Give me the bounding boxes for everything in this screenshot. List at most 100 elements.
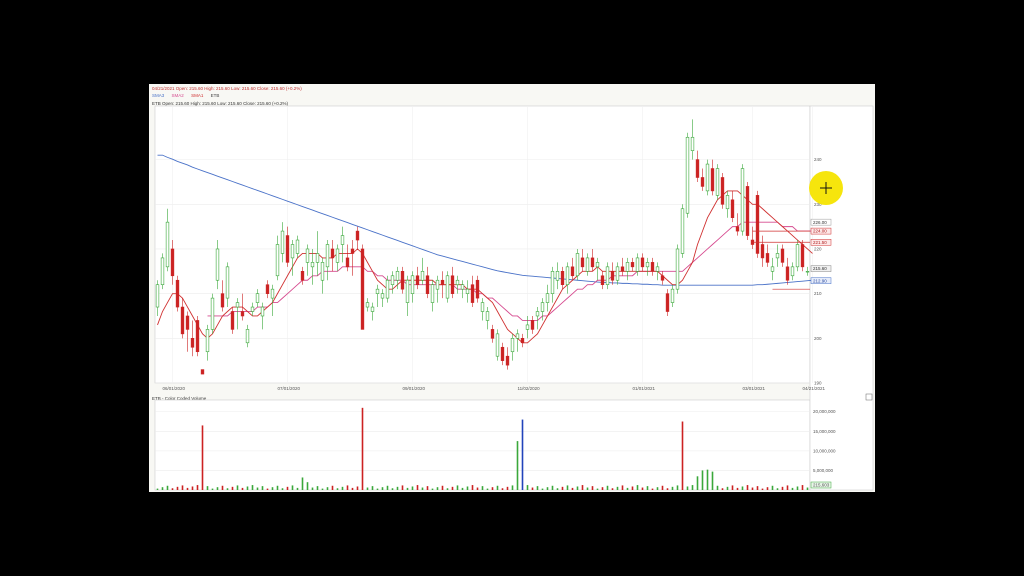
- volume-bar: [161, 487, 164, 490]
- candle-up: [535, 307, 540, 330]
- volume-bar: [221, 485, 224, 490]
- candle-body: [360, 248, 365, 330]
- candle-down: [200, 369, 205, 375]
- volume-bar: [266, 488, 269, 490]
- date-tick-label: 07/01/2020: [278, 386, 301, 391]
- candle-body: [330, 248, 335, 259]
- volume-bar: [491, 487, 494, 490]
- candle-down: [345, 244, 350, 272]
- volume-tick-label: 10,000,000: [813, 448, 836, 453]
- candle-up: [435, 275, 440, 303]
- candle-body: [690, 136, 695, 151]
- legend-sma2: SMA2: [171, 93, 184, 98]
- candle-down: [730, 190, 735, 223]
- candle-up: [805, 266, 810, 276]
- volume-bar: [666, 488, 669, 490]
- candle-down: [570, 257, 575, 281]
- candle-body: [570, 266, 575, 277]
- price-tag-box: [810, 265, 832, 272]
- candle-up: [525, 315, 530, 339]
- volume-bar: [636, 485, 639, 490]
- volume-bar: [451, 486, 454, 490]
- candle-body: [720, 177, 725, 205]
- volume-bar: [356, 486, 359, 490]
- candle-up: [775, 244, 780, 267]
- candle-body: [340, 235, 345, 245]
- volume-bar: [806, 487, 809, 490]
- volume-bar: [416, 485, 419, 490]
- volume-bar: [486, 488, 489, 490]
- candle-up: [430, 280, 435, 312]
- candle-body: [635, 257, 640, 272]
- volume-bar: [516, 441, 519, 490]
- volume-bar: [426, 486, 429, 490]
- date-tick-label: 04/21/2021: [803, 386, 826, 391]
- candle-down: [665, 289, 670, 316]
- candle-up: [215, 240, 220, 290]
- volume-bar: [721, 488, 724, 490]
- candle-up: [685, 132, 690, 218]
- volume-bar: [661, 485, 664, 490]
- volume-bar: [626, 487, 629, 490]
- candle-down: [190, 320, 195, 357]
- candle-up: [495, 329, 500, 361]
- volume-bar: [546, 487, 549, 490]
- candle-body: [565, 266, 570, 286]
- candle-down: [360, 244, 365, 330]
- candle-up: [395, 266, 400, 290]
- price-tick-label: 220: [814, 246, 822, 251]
- volume-bar: [376, 488, 379, 490]
- candle-body: [300, 271, 305, 281]
- candle-up: [245, 324, 250, 348]
- candle-down: [415, 266, 420, 290]
- chart-canvas[interactable]: 240 230 220 210 200 190 06/01/2020 07/01/2020 09…: [149, 84, 875, 492]
- candle-body: [185, 315, 190, 330]
- volume-bar: [726, 486, 729, 490]
- volume-bar: [691, 485, 694, 490]
- volume-bar: [401, 485, 404, 490]
- volume-bar: [506, 486, 509, 490]
- candle-body: [365, 302, 370, 308]
- candle-up: [335, 244, 340, 272]
- candle-body: [520, 338, 525, 344]
- volume-bar: [751, 487, 754, 490]
- candle-down: [470, 275, 475, 308]
- volume-bar: [511, 485, 514, 490]
- candle-body: [395, 271, 400, 281]
- candle-body: [260, 306, 265, 317]
- candle-up: [645, 257, 650, 276]
- candle-down: [560, 266, 565, 290]
- volume-bar: [391, 488, 394, 490]
- volume-bar: [336, 488, 339, 490]
- price-tag-box: [810, 218, 832, 226]
- volume-bar: [541, 488, 544, 490]
- candle-down: [425, 266, 430, 299]
- volume-bar: [756, 486, 759, 490]
- candle-body: [460, 284, 465, 290]
- candle-up: [595, 257, 600, 281]
- candle-body: [745, 186, 750, 236]
- candle-body: [780, 248, 785, 263]
- volume-bar: [261, 486, 264, 490]
- candle-body: [775, 253, 780, 259]
- candle-body: [220, 293, 225, 308]
- legend-line: SMA3 SMA2 SMA1 ETB: [152, 93, 225, 99]
- candle-up: [205, 324, 210, 361]
- candle-body: [765, 253, 770, 263]
- sma1-line: [157, 190, 813, 344]
- volume-bar: [711, 471, 714, 490]
- candle-up: [515, 329, 520, 352]
- candle-body: [590, 257, 595, 268]
- candle-up: [795, 240, 800, 272]
- date-tick-label: 11/02/2020: [518, 386, 541, 391]
- candle-body: [600, 275, 605, 286]
- candle-body: [495, 333, 500, 357]
- candle-body: [610, 271, 615, 281]
- volume-bar: [526, 485, 529, 490]
- sma3-line: [157, 154, 813, 286]
- candle-body: [500, 346, 505, 361]
- volume-bar: [741, 486, 744, 490]
- candle-body: [710, 168, 715, 192]
- candle-up: [420, 257, 425, 285]
- volume-bar: [206, 486, 209, 490]
